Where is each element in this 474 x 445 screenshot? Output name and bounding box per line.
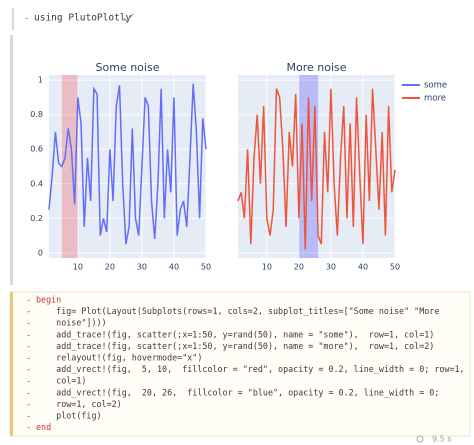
code-line: add_vrect!(fig, 5, 10, fillcolor = "red"… xyxy=(36,364,465,374)
legend-label: some xyxy=(424,81,447,91)
line-marker: - xyxy=(26,399,31,409)
y-tick-label: 0 xyxy=(38,248,43,257)
x-tick-label: 20 xyxy=(105,263,115,272)
code-line: fig= Plot(Layout(Subplots(rows=1, cols=2… xyxy=(36,306,439,316)
y-tick-label: 0.2 xyxy=(30,214,43,223)
cell-marker: - xyxy=(24,13,29,23)
line-marker: - xyxy=(26,411,31,421)
highlight-band xyxy=(61,75,78,258)
x-tick-label: 20 xyxy=(294,263,304,272)
code-line: add_trace!(fig, scatter(;x=1:50, y=rand(… xyxy=(36,329,434,339)
legend-label: more xyxy=(424,94,446,104)
code-line: begin xyxy=(36,295,61,305)
y-tick-label: 0.8 xyxy=(30,110,43,119)
code-line: add_trace!(fig, scatter(;x=1:50, y=rand(… xyxy=(36,341,434,351)
subplot-title: More noise xyxy=(286,61,346,74)
y-tick-label: 0.6 xyxy=(30,145,43,154)
line-marker: - xyxy=(26,364,31,374)
line-marker: - xyxy=(26,306,31,316)
x-tick-label: 50 xyxy=(390,263,400,272)
subplot-title: Some noise xyxy=(96,61,160,74)
x-tick-label: 30 xyxy=(326,263,336,272)
x-tick-label: 40 xyxy=(169,263,179,272)
x-tick-label: 10 xyxy=(73,263,83,272)
run-icon[interactable] xyxy=(416,435,424,443)
code-line: plot(fig) xyxy=(36,411,102,421)
x-tick-label: 40 xyxy=(358,263,368,272)
code-cell xyxy=(9,291,471,437)
cell-bar xyxy=(12,8,14,30)
line-marker: - xyxy=(26,387,31,397)
cell-bar xyxy=(10,35,13,285)
x-tick-label: 30 xyxy=(137,263,147,272)
cell-bar xyxy=(10,292,13,436)
code-line: end xyxy=(36,422,51,432)
x-tick-label: 50 xyxy=(201,263,211,272)
line-marker: - xyxy=(26,353,31,363)
line-marker: - xyxy=(26,376,31,386)
line xyxy=(237,88,396,250)
runtime: 9.5 s xyxy=(432,435,451,444)
line-marker: - xyxy=(26,295,31,305)
cell-code: using PlutoPlotly xyxy=(34,13,132,24)
x-tick-label: 10 xyxy=(262,263,272,272)
line-marker: - xyxy=(26,422,31,432)
line xyxy=(48,83,207,245)
line-marker: - xyxy=(26,329,31,339)
code-line: add_vrect!(fig, 20, 26, fillcolor = "blu… xyxy=(36,387,439,397)
code-line: row=1, col=2) xyxy=(36,399,122,409)
y-tick-label: 1 xyxy=(38,76,43,85)
code-line: relayout!(fig, hovermode="x") xyxy=(36,353,202,363)
line-marker: - xyxy=(26,318,31,328)
code-line: col=1) xyxy=(36,376,86,386)
code-block: - begin- fig= Plot(Layout(Subplots(rows=1… xyxy=(26,295,465,433)
line-marker: - xyxy=(26,341,31,351)
check-icon xyxy=(123,13,134,22)
code-line: noise"]))) xyxy=(36,318,107,328)
y-tick-label: 0.4 xyxy=(30,179,43,188)
